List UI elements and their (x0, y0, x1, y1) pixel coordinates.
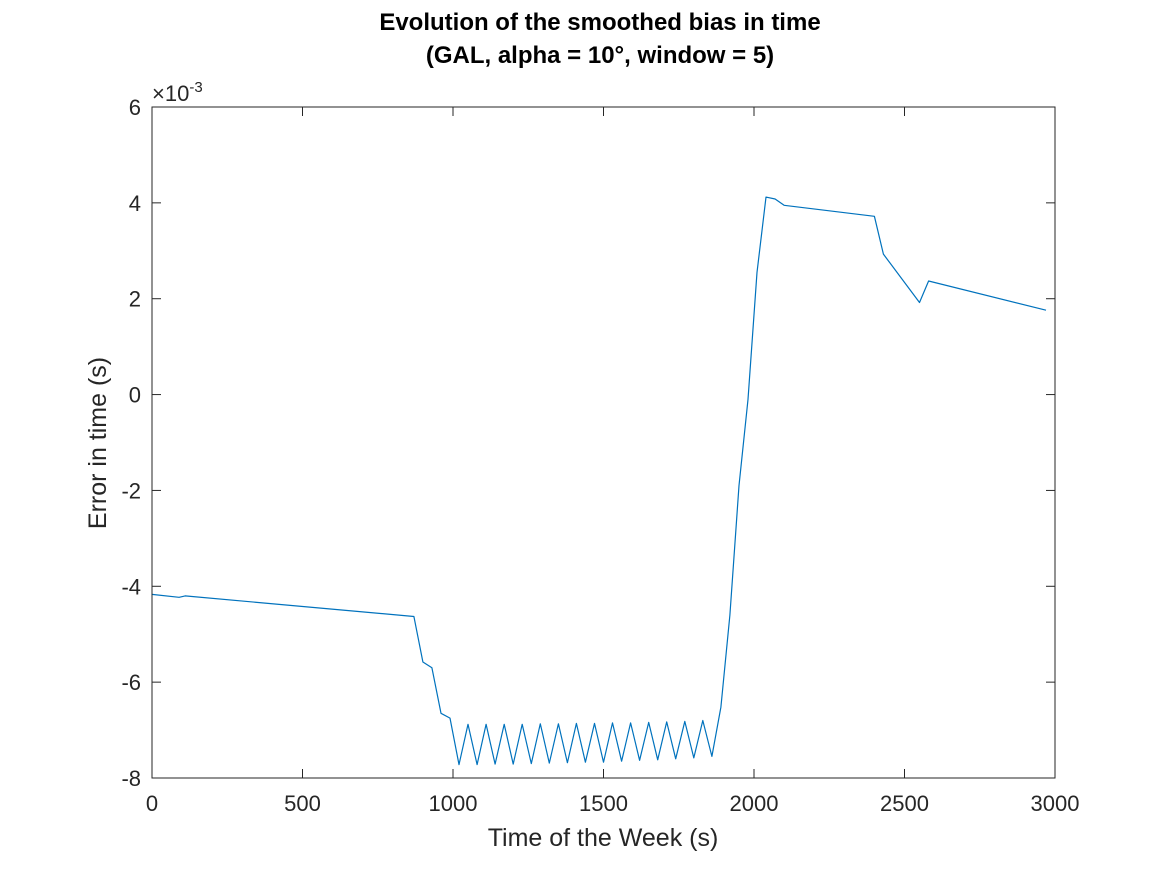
x-tick-label: 2000 (730, 791, 779, 816)
y-tick-label: 6 (129, 95, 141, 120)
x-tick-label: 3000 (1031, 791, 1080, 816)
y-tick-label: 2 (129, 287, 141, 312)
x-axis-label: Time of the Week (s) (488, 824, 719, 852)
y-exponent-base: ×10 (152, 81, 189, 106)
y-tick-label: -2 (121, 478, 141, 503)
y-tick-label: 0 (129, 383, 141, 408)
y-axis-label: Error in time (s) (84, 357, 112, 529)
x-tick-label: 1500 (579, 791, 628, 816)
y-tick-label: 4 (129, 191, 141, 216)
y-tick-label: -4 (121, 574, 141, 599)
y-exponent-power: -3 (189, 79, 202, 96)
x-tick-label: 500 (284, 791, 321, 816)
x-tick-label: 1000 (429, 791, 478, 816)
series-line-0 (151, 196, 1047, 766)
y-exponent-label: ×10-3 (152, 79, 203, 106)
plot-area (152, 107, 1055, 778)
series-group (151, 196, 1047, 766)
chart-title-line1: Evolution of the smoothed bias in time (379, 9, 820, 36)
y-tick-label: -6 (121, 670, 141, 695)
x-tick-label: 0 (146, 791, 158, 816)
x-tick-label: 2500 (880, 791, 929, 816)
y-tick-label: -8 (121, 766, 141, 791)
y-tick-labels: -8 -6 -4 -2 0 2 4 6 (121, 95, 141, 791)
axes-box (151, 106, 1056, 779)
x-tick-labels: 0 500 1000 1500 2000 2500 3000 (146, 791, 1080, 816)
chart-title-line2: (GAL, alpha = 10°, window = 5) (426, 42, 774, 69)
